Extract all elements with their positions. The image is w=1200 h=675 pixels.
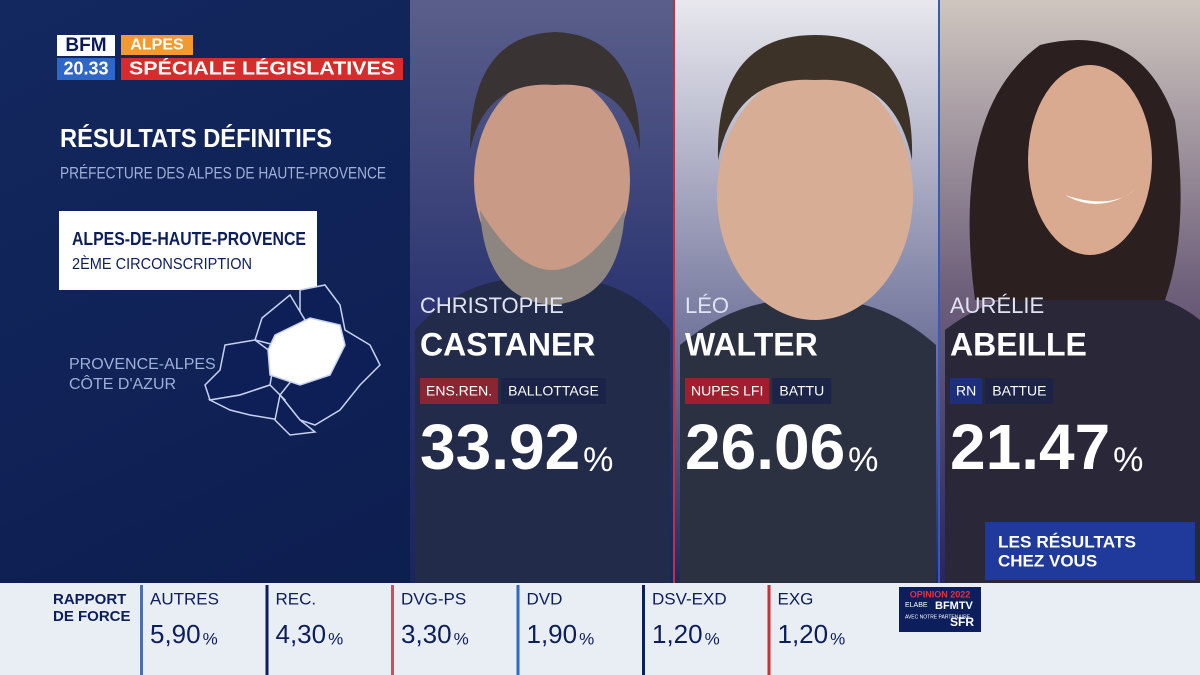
first-name: CHRISTOPHE: [420, 293, 564, 318]
region-box: [121, 35, 193, 55]
ticker-separator: [642, 585, 645, 675]
last-name: ABEILLE: [950, 326, 1087, 362]
score-unit: %: [848, 441, 878, 479]
promo: LES RÉSULTATS: [998, 532, 1136, 551]
status-tag: [985, 378, 1054, 404]
sponsor-operator: SFR: [950, 615, 974, 629]
ticker-label: DVD: [527, 589, 563, 608]
ticker-unit: %: [454, 629, 469, 648]
ticker-unit: %: [579, 629, 594, 648]
status-tag: [772, 378, 832, 404]
ticker-title: RAPPORT: [53, 591, 126, 608]
region-map: [204, 284, 381, 436]
status: BATTU: [779, 383, 824, 399]
ticker-value: 1,20: [652, 619, 703, 649]
sponsor-partner: ELABE: [905, 602, 928, 609]
ticker-unit: %: [203, 629, 218, 648]
time-box: [57, 58, 115, 80]
ticker-separator: [140, 585, 143, 675]
status-tag: [501, 378, 606, 404]
ticker-value: 4,30: [276, 619, 327, 649]
map-label: PROVENCE-ALPES: [69, 356, 216, 373]
score: 33.92: [420, 411, 580, 483]
ticker-title: DE FORCE: [53, 608, 131, 625]
constituency-box: [59, 211, 317, 290]
portrait: [945, 40, 1200, 583]
score: 26.06: [685, 411, 845, 483]
last-name: CASTANER: [420, 326, 595, 362]
ticker-value: 1,20: [778, 619, 829, 649]
results-source: PRÉFECTURE DES ALPES DE HAUTE-PROVENCE: [60, 163, 386, 182]
results-title: RÉSULTATS DÉFINITIFS: [60, 123, 332, 153]
program-box: [121, 58, 403, 80]
ticker-label: DVG-PS: [401, 589, 466, 608]
portrait: [680, 35, 936, 583]
party: ENS.REN.: [426, 383, 492, 399]
constituency: 2ÈME CIRCONSCRIPTION: [72, 254, 252, 273]
divider: [673, 0, 675, 583]
department: ALPES-DE-HAUTE-PROVENCE: [72, 229, 306, 249]
ticker-value: 3,30: [401, 619, 452, 649]
ticker-label: REC.: [276, 589, 317, 608]
first-name: LÉO: [685, 293, 729, 318]
score-unit: %: [1113, 441, 1143, 479]
party-tag: [950, 378, 983, 404]
score: 21.47: [950, 411, 1110, 483]
ticker-bar: [0, 583, 1200, 675]
party: RN: [956, 383, 976, 399]
ticker-value: 1,90: [527, 619, 578, 649]
ticker-separator: [265, 585, 269, 675]
ticker-label: EXG: [778, 589, 814, 608]
score-unit: %: [583, 441, 613, 479]
ticker-unit: %: [830, 629, 845, 648]
ticker-separator: [516, 585, 520, 675]
status: BATTUE: [992, 383, 1046, 399]
status: BALLOTTAGE: [508, 383, 599, 399]
ticker-items: AUTRES 5,90 % REC. 4,30 % DVG-PS 3,30 % DVD 1,90 % D…: [140, 585, 845, 675]
logo: BFM: [65, 35, 106, 56]
promo: CHEZ VOUS: [998, 551, 1097, 570]
ticker-unit: %: [705, 629, 720, 648]
party-tag: [420, 378, 499, 404]
sponsor-brand: BFMTV: [935, 600, 974, 612]
divider: [938, 0, 940, 583]
sponsor-note: AVEC NOTRE PARTENAIRE: [905, 614, 971, 620]
ticker-separator: [767, 585, 771, 675]
map-label: CÔTE D'AZUR: [69, 374, 176, 393]
sponsor-title: OPINION 2022: [910, 589, 971, 599]
ticker-label: DSV-EXD: [652, 589, 727, 608]
first-name: AURÉLIE: [950, 293, 1044, 318]
logo-box: [57, 35, 115, 56]
region: ALPES: [130, 37, 184, 54]
party-tag: [685, 378, 770, 404]
ticker-label: AUTRES: [150, 589, 219, 608]
program: SPÉCIALE LÉGISLATIVES: [129, 57, 395, 78]
ticker-separator: [391, 585, 394, 675]
ticker-value: 5,90: [150, 619, 201, 649]
promo-box: [985, 522, 1195, 580]
portrait: [415, 32, 670, 583]
party: NUPES LFI: [691, 383, 763, 399]
candidates: CHRISTOPHE CASTANER ENS.REN. BALLOTTAGE 33.9…: [420, 293, 1143, 483]
sponsor-box: [899, 587, 981, 632]
time: 20.33: [63, 58, 108, 78]
ticker-unit: %: [328, 629, 343, 648]
last-name: WALTER: [685, 326, 818, 362]
